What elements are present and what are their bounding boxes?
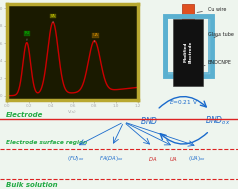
Text: Electrode surface region: Electrode surface region bbox=[6, 140, 87, 145]
Text: $\mathit{BND}_{ox}$: $\mathit{BND}_{ox}$ bbox=[205, 114, 230, 127]
Text: FA: FA bbox=[51, 14, 56, 23]
Bar bbox=[182, 4, 194, 22]
Text: $DA$: $DA$ bbox=[148, 155, 157, 163]
Text: BNDCNPE: BNDCNPE bbox=[203, 60, 232, 66]
Text: $UA$: $UA$ bbox=[169, 155, 178, 163]
Text: Cu wire: Cu wire bbox=[197, 7, 226, 12]
Text: Electrode: Electrode bbox=[6, 112, 43, 118]
Bar bbox=[164, 16, 212, 76]
Text: $(FU)_{ox}$: $(FU)_{ox}$ bbox=[67, 154, 85, 163]
Text: $(UA)_{ox}$: $(UA)_{ox}$ bbox=[188, 154, 207, 163]
Text: FU: FU bbox=[25, 31, 30, 40]
Text: $\mathit{BND}$: $\mathit{BND}$ bbox=[140, 115, 159, 126]
Text: Bulk solution: Bulk solution bbox=[6, 182, 58, 188]
Text: $\mathit{E}$=0.21 V: $\mathit{E}$=0.21 V bbox=[169, 98, 198, 106]
X-axis label: V(s): V(s) bbox=[68, 110, 77, 114]
Text: Glass tube: Glass tube bbox=[208, 32, 234, 38]
Text: Modified
Electrode: Modified Electrode bbox=[184, 41, 192, 63]
Text: $FA(DA)_{ox}$: $FA(DA)_{ox}$ bbox=[99, 154, 124, 163]
Text: UA: UA bbox=[92, 33, 98, 42]
Bar bbox=[167, 17, 209, 73]
Bar bbox=[173, 19, 203, 86]
